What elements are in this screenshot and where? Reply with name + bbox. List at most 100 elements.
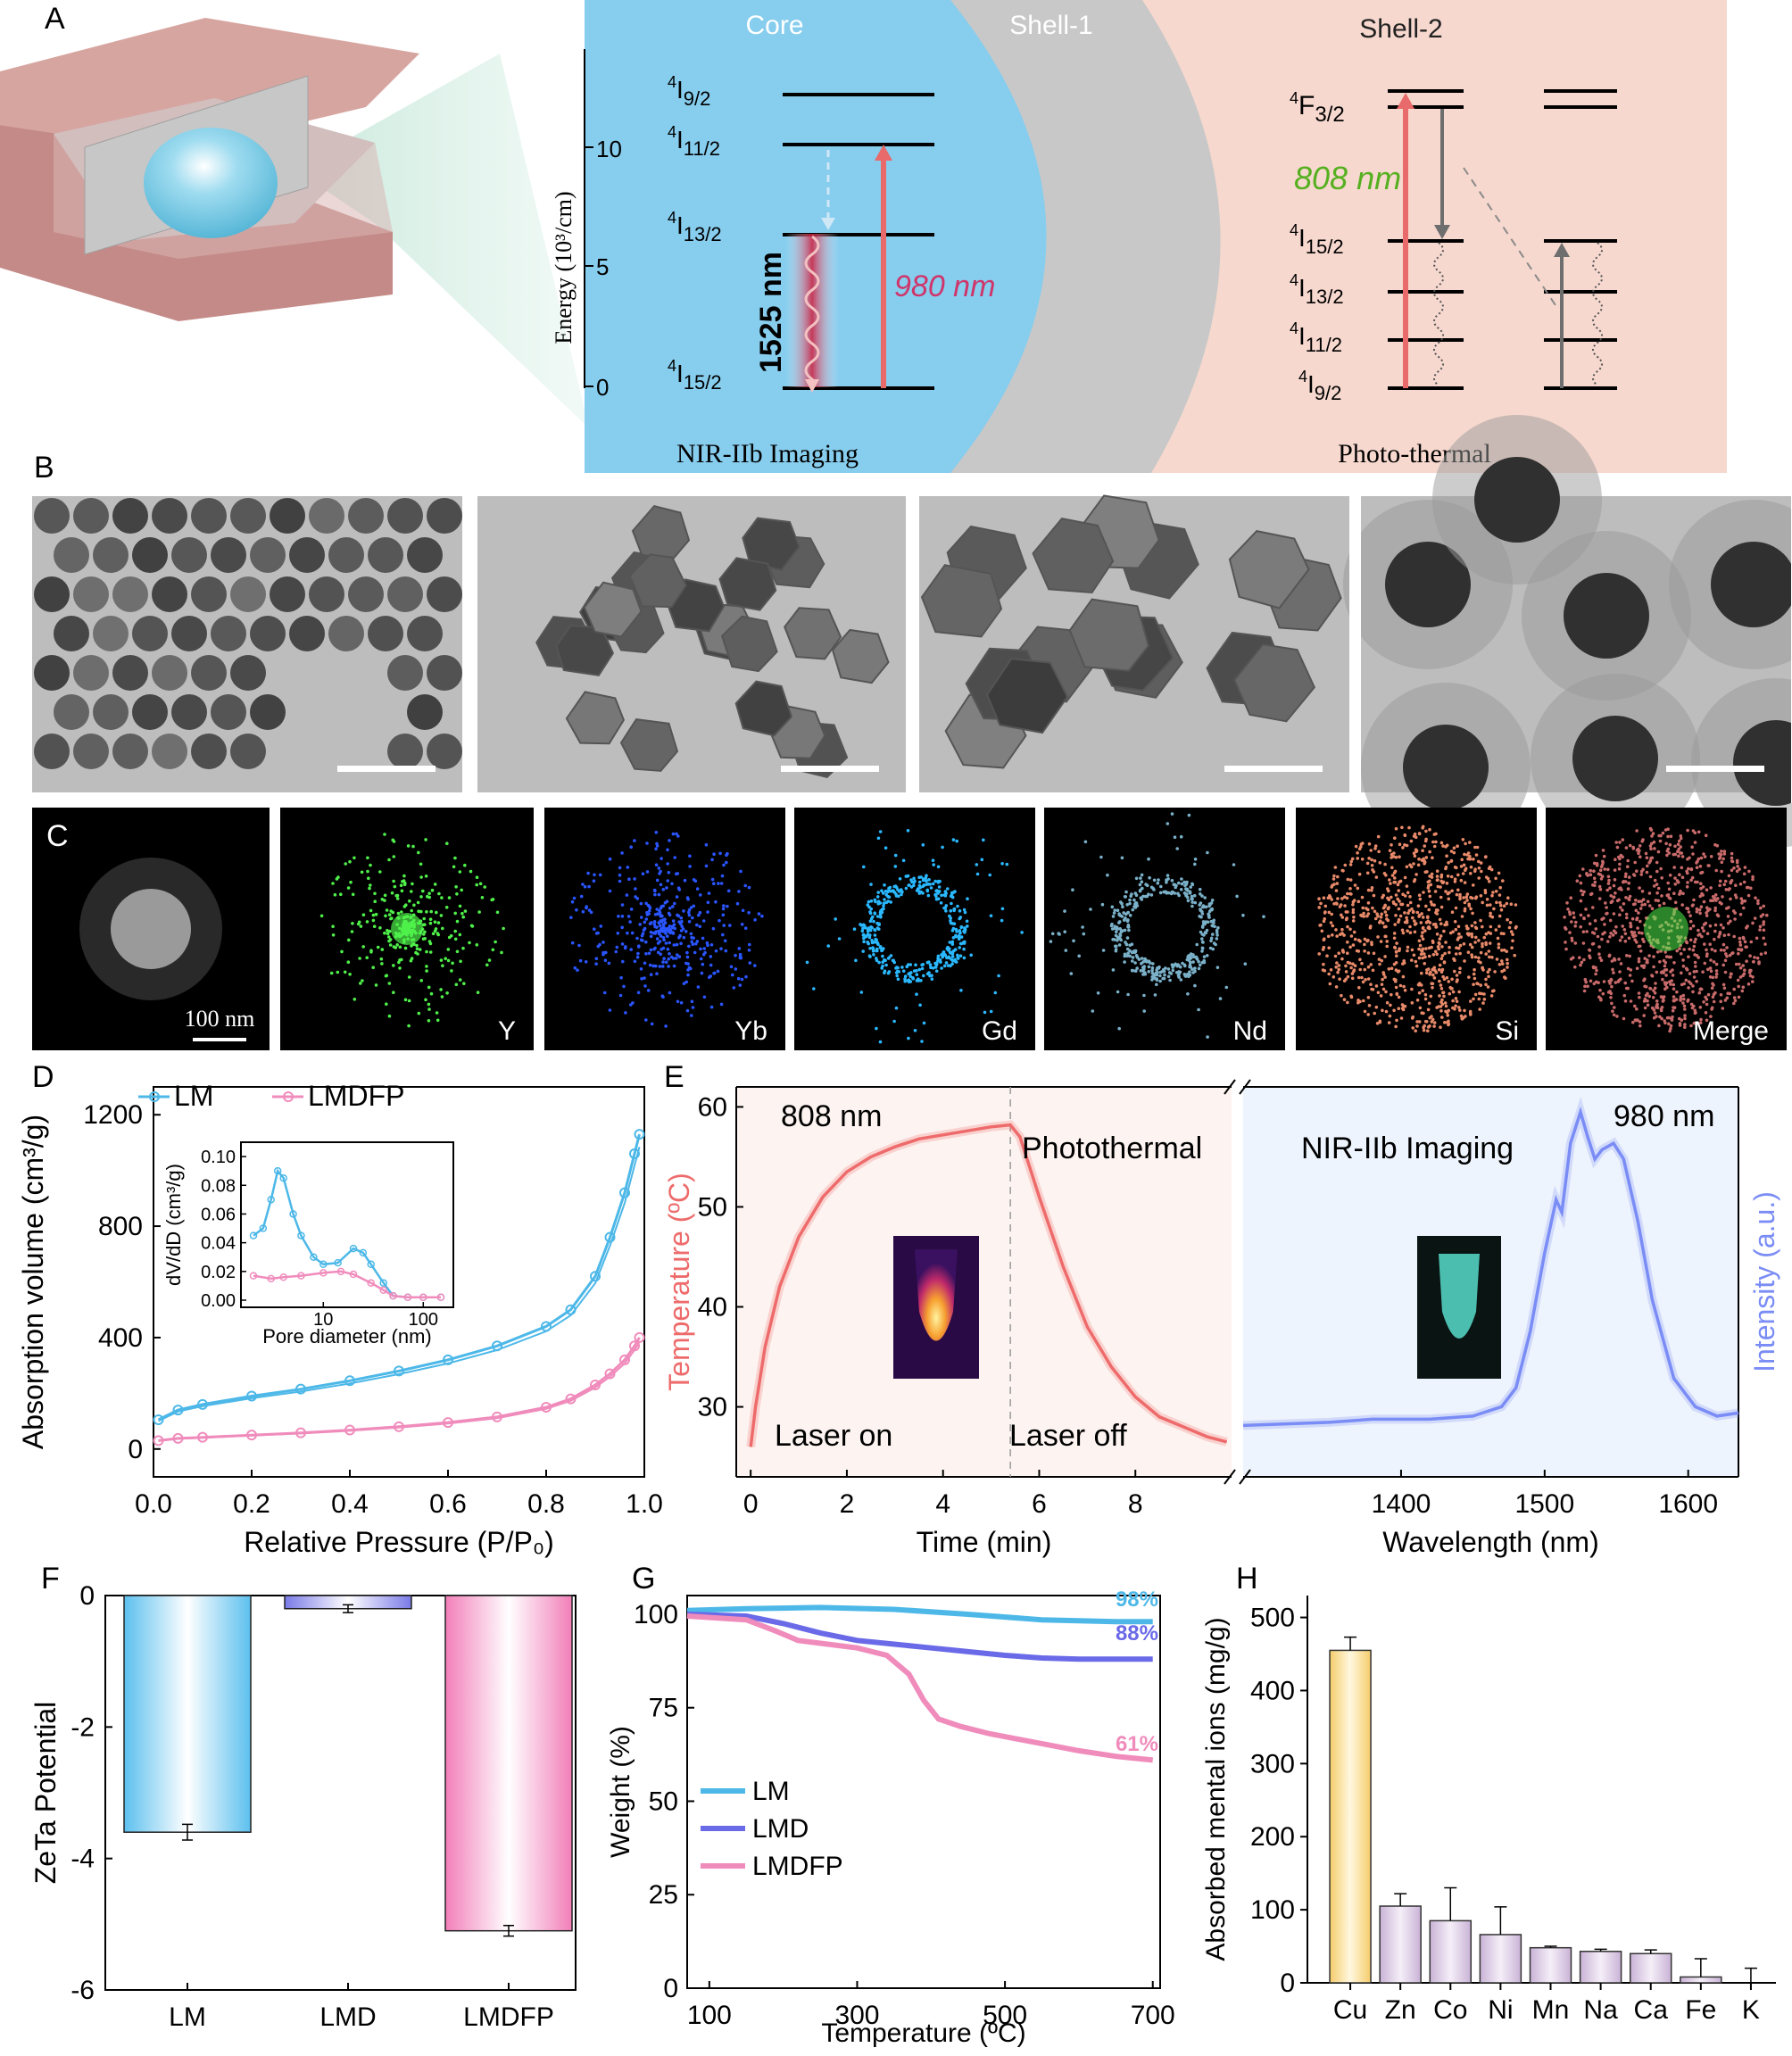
eds-dot (889, 900, 892, 904)
eds-dot (1608, 990, 1612, 993)
eds-dot (346, 886, 351, 890)
eds-dot (425, 969, 428, 973)
eds-dot (1683, 1007, 1687, 1011)
eds-dot (1205, 954, 1209, 958)
eds-dot (1647, 954, 1651, 958)
eds-dot (659, 952, 662, 957)
eds-dot (1235, 894, 1239, 899)
eds-dot (1673, 883, 1678, 886)
eds-dot (962, 908, 967, 912)
eds-dot (1366, 977, 1371, 981)
eds-dot (634, 887, 637, 891)
eds-dot (1689, 878, 1693, 883)
eds-dot (876, 836, 881, 841)
eds-dot (1722, 949, 1726, 952)
eds-dot (1708, 975, 1713, 979)
eds-dot (461, 946, 465, 950)
eds-dot (453, 929, 457, 933)
eds-dot (1191, 960, 1195, 964)
eds-dot (958, 916, 963, 919)
eds-dot (1511, 933, 1514, 936)
nanoparticle (309, 498, 344, 534)
eds-dot (655, 878, 660, 883)
eds-dot (1461, 838, 1465, 841)
eds-dot (1200, 949, 1204, 953)
eds-dot (635, 897, 640, 900)
eds-dot (1632, 931, 1637, 934)
eds-dot (639, 901, 643, 906)
eds-dot (607, 961, 611, 966)
eds-dot (1128, 954, 1132, 958)
eds-dot (1020, 931, 1024, 934)
eds-dot (872, 953, 875, 957)
eds-dot (419, 875, 423, 879)
eds-dot (353, 998, 357, 1001)
nanoparticle (328, 616, 364, 651)
eds-dot (1435, 1006, 1439, 1009)
eds-dot (1702, 900, 1706, 904)
eds-dot (1128, 914, 1132, 917)
eds-dot (702, 947, 706, 950)
eds-dot (1606, 867, 1610, 872)
eds-dot (1379, 940, 1383, 943)
eds-dot (1183, 964, 1187, 968)
eds-dot (969, 953, 973, 958)
eds-dot (1652, 840, 1656, 844)
eds-dot (680, 924, 684, 928)
eds-dot (1423, 929, 1427, 933)
nanoparticle (230, 498, 266, 534)
eds-dot (687, 913, 692, 917)
eds-dot (1502, 932, 1506, 936)
eds-dot (1639, 900, 1643, 903)
y-axis-label: Absorption volume (cm³/g) (17, 1115, 49, 1449)
eds-dot (1622, 880, 1625, 884)
eds-dot (440, 896, 444, 900)
eds-dot (1609, 900, 1614, 904)
eds-dot (1652, 955, 1655, 958)
nanoparticle (427, 576, 462, 612)
eds-dot (1691, 984, 1695, 988)
eds-dot (1715, 913, 1720, 916)
bar-Fe (1680, 1976, 1722, 1984)
eds-dot (1156, 966, 1159, 970)
eds-dot (1186, 992, 1190, 996)
eds-dot (1669, 1026, 1672, 1031)
eds-dot (1346, 877, 1350, 882)
eds-dot (1763, 942, 1767, 946)
eds-dot (1671, 974, 1675, 977)
eds-dot (1612, 895, 1615, 900)
eds-dot (1624, 912, 1629, 916)
eds-dot (1611, 1009, 1614, 1013)
eds-dot (1713, 937, 1716, 941)
eds-dot (1629, 999, 1633, 1003)
level-sup: 4 (668, 209, 676, 227)
nanoparticle (112, 734, 148, 769)
eds-dot (1637, 991, 1641, 995)
eds-dot (1432, 844, 1437, 849)
eds-dot (1459, 1014, 1464, 1018)
eds-dot (1323, 969, 1327, 973)
eds-dot (1685, 941, 1689, 945)
eds-dot (433, 920, 437, 924)
eds-dot (319, 914, 324, 918)
eds-dot (1513, 953, 1516, 958)
eds-dot (360, 870, 364, 875)
eds-dot (390, 916, 394, 920)
eds-dot (1169, 972, 1174, 975)
eds-dot (1439, 983, 1443, 987)
eds-dot (1202, 958, 1206, 963)
eds-dot (1413, 878, 1417, 882)
eds-dot (641, 932, 645, 935)
eds-dot (636, 945, 641, 949)
eds-dot (460, 888, 463, 892)
eds-dot (451, 961, 454, 966)
panel-label-f: F (41, 1562, 60, 1596)
eds-dot (1169, 891, 1174, 896)
eds-dot (734, 967, 738, 971)
eds-dot (647, 951, 651, 956)
eds-dot (655, 972, 659, 975)
eds-dot (1474, 853, 1479, 857)
nd-level-label: 4I13/2 (1290, 271, 1344, 308)
eds-dot (1607, 878, 1611, 883)
eds-dot (339, 892, 343, 896)
